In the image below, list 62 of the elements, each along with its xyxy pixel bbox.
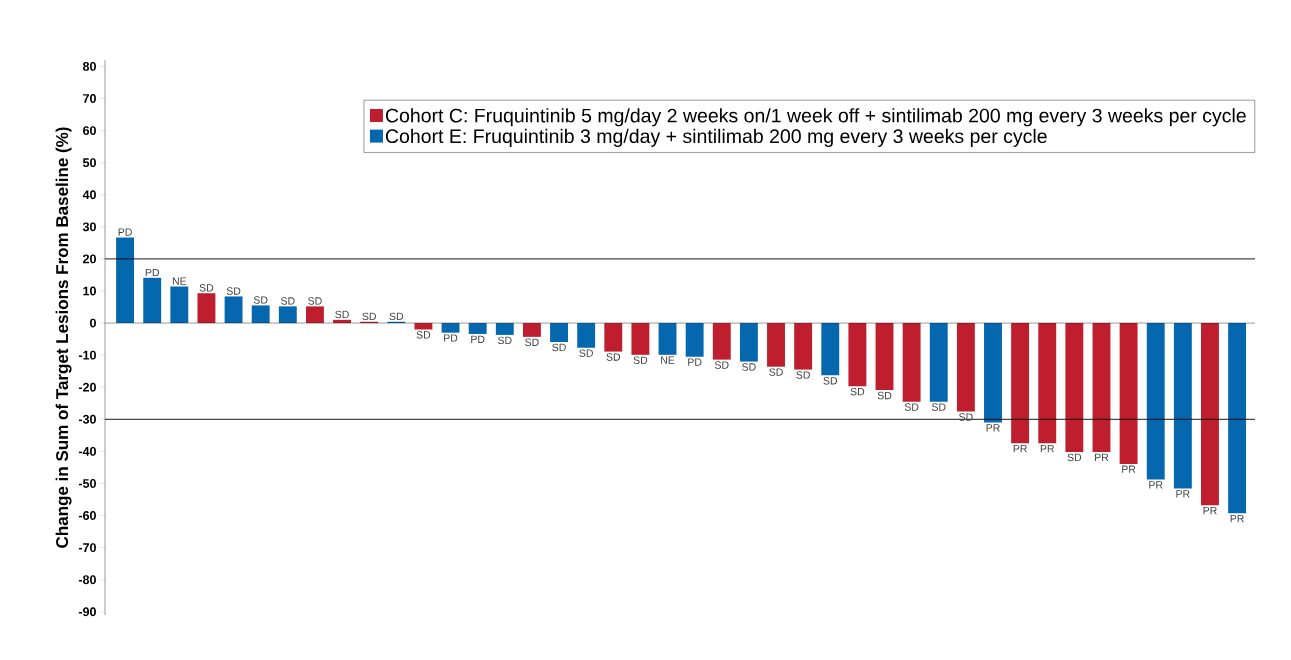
y-tick-label: 80 [82, 62, 96, 71]
data-label: PR [1122, 465, 1136, 473]
data-label: SD [199, 284, 214, 292]
data-label: PD [145, 268, 159, 277]
data-label: SD [1067, 453, 1082, 462]
data-label: NE [661, 356, 675, 364]
y-tick-label: -90 [78, 607, 96, 617]
data-label: SD [552, 343, 566, 352]
y-tick-label: 10 [83, 286, 96, 296]
data-label: SD [769, 368, 783, 376]
y-tick-label: -40 [78, 446, 96, 456]
data-label: PR [1230, 515, 1244, 523]
y-tick-label: 0 [90, 318, 96, 328]
data-label: SD [416, 331, 431, 339]
y-axis-title: Change in Sum of Target Lesions From Baseline (%) [55, 127, 72, 548]
data-label: PD [118, 228, 132, 236]
data-label: SD [389, 312, 404, 321]
data-label: SD [931, 403, 946, 411]
data-label: PR [1176, 490, 1190, 498]
data-label: SD [633, 356, 648, 364]
data-label: SD [823, 377, 838, 385]
data-label: SD [904, 403, 919, 411]
data-label: SD [877, 391, 892, 400]
y-tick-label: 70 [83, 94, 96, 103]
data-label: PD [471, 335, 485, 343]
data-label: PR [1013, 445, 1027, 453]
data-label: PD [688, 358, 702, 366]
y-tick-label: 60 [83, 126, 96, 136]
y-tick-label: -20 [78, 382, 96, 392]
y-tick-label: -60 [78, 511, 96, 520]
y-tick-label: -30 [78, 414, 96, 424]
data-label: NE [172, 277, 187, 285]
data-label: PD [444, 334, 458, 342]
data-label: SD [714, 361, 729, 369]
legend-label: Cohort E: Fruquintinib 3 mg/day + sintilimab 200 mg every 3 weeks per cycle [385, 128, 1047, 147]
y-tick-label: 50 [82, 158, 96, 168]
data-label: SD [253, 296, 268, 304]
data-label: PR [1203, 506, 1217, 515]
data-label: SD [579, 349, 593, 357]
data-label: PR [1040, 445, 1055, 453]
data-label: PR [986, 424, 1000, 432]
data-label: SD [497, 336, 512, 345]
y-tick-label: -10 [78, 350, 96, 360]
data-label: SD [606, 353, 621, 361]
y-tick-label: -50 [78, 479, 96, 488]
data-label: SD [362, 312, 376, 321]
y-tick-label: -80 [78, 575, 96, 585]
data-label: SD [335, 310, 349, 319]
y-tick-label: 20 [83, 254, 96, 264]
data-label: SD [525, 338, 539, 346]
data-label: SD [280, 297, 295, 305]
legend-label: Cohort C: Fruquintinib 5 mg/day 2 weeks on/1 week off + sintilimab 200 mg every 3 weeks per cycle [385, 108, 1246, 127]
data-label: PR [1095, 453, 1109, 461]
y-tick-label: 30 [82, 222, 96, 232]
data-label: SD [742, 363, 756, 371]
y-tick-label: 40 [82, 190, 96, 200]
data-label: SD [308, 297, 322, 305]
data-label: SD [796, 371, 810, 379]
y-tick-label: -70 [78, 543, 96, 553]
data-label: PR [1149, 481, 1163, 489]
data-label: SD [226, 287, 241, 295]
data-label: SD [850, 387, 865, 396]
